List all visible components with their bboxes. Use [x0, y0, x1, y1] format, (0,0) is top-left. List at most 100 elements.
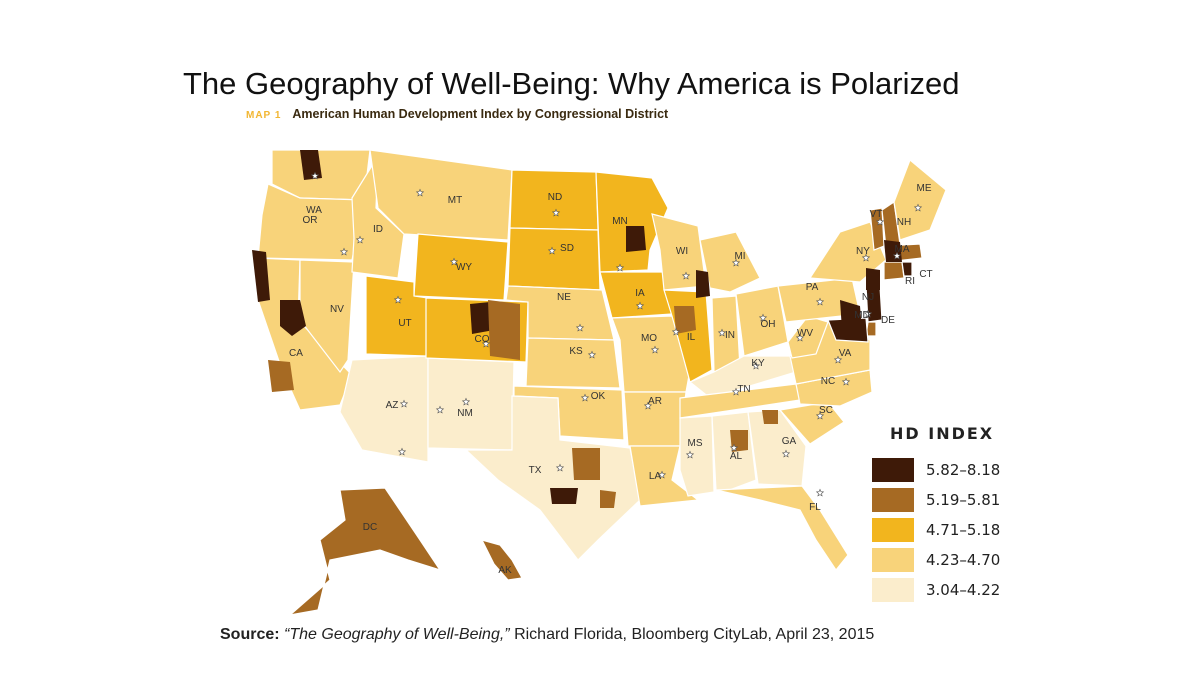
state-label-sd: SD: [560, 243, 574, 254]
state-label-pa: PA: [806, 282, 819, 293]
source-label: Source:: [220, 626, 280, 643]
capital-star-icon: [657, 470, 667, 479]
state-label-sc: SC: [819, 405, 833, 416]
capital-star-icon: [355, 235, 365, 244]
state-label-mn: MN: [612, 216, 628, 227]
state-wi: [651, 213, 707, 291]
source-details: Richard Florida, Bloomberg CityLab, Apri…: [509, 626, 875, 643]
capital-star-icon: [795, 333, 805, 342]
state-label-tn: TN: [737, 384, 750, 395]
state-label-vt: VT: [870, 209, 883, 220]
state-label-mt: MT: [448, 195, 462, 206]
capital-star-icon: [731, 387, 741, 396]
hotspot-denver: [470, 302, 494, 334]
capital-star-icon: [575, 323, 585, 332]
capital-star-icon: [635, 301, 645, 310]
state-label-nc: NC: [821, 376, 835, 387]
legend-swatch: [872, 458, 914, 482]
state-label-ri: CT: [919, 269, 932, 280]
state-fl: [715, 485, 849, 572]
state-label-ga: GA: [782, 436, 797, 447]
capital-star-icon: [555, 463, 565, 472]
state-label-il: IL: [687, 332, 696, 343]
capital-star-icon: [339, 247, 349, 256]
capital-star-icon: [892, 251, 902, 260]
capital-star-icon: [310, 171, 320, 180]
legend-item: 4.71–5.18: [872, 515, 1022, 545]
state-label-id: ID: [373, 224, 383, 235]
hotspot-nyc: [866, 268, 880, 290]
capital-star-icon: [461, 397, 471, 406]
capital-star-icon: [650, 345, 660, 354]
state-ks: [525, 337, 621, 389]
state-label-wi: WI: [676, 246, 688, 257]
capital-star-icon: [841, 377, 851, 386]
state-ri: [901, 261, 913, 277]
capital-star-icon: [815, 297, 825, 306]
state-label-ms: MS: [688, 438, 703, 449]
capital-star-icon: [435, 405, 445, 414]
hotspot-chicago: [696, 270, 710, 298]
hotspot-austin: [550, 488, 578, 504]
state-label-fl: FL: [809, 502, 821, 513]
capital-star-icon: [833, 355, 843, 364]
legend-item: 4.23–4.70: [872, 545, 1022, 575]
state-label-ne: NE: [557, 292, 571, 303]
capital-star-icon: [781, 449, 791, 458]
capital-star-icon: [815, 411, 825, 420]
state-mi: [699, 231, 761, 293]
legend-item: 3.04–4.22: [872, 575, 1022, 605]
capital-star-icon: [861, 253, 871, 262]
state-tx: [464, 395, 641, 561]
state-ca: [257, 257, 353, 411]
source-citation: Source: “The Geography of Well-Being,” R…: [220, 626, 874, 644]
state-label-wv: WV: [797, 328, 813, 339]
state-label-ks: KS: [569, 346, 583, 357]
state-label-ma: MA: [895, 244, 910, 255]
capital-star-icon: [815, 488, 825, 497]
capital-star-icon: [685, 450, 695, 459]
capital-star-icon: [671, 327, 681, 336]
source-title: “The Geography of Well-Being,”: [284, 626, 510, 643]
state-ct: [883, 261, 905, 281]
state-label-hi: AK: [498, 565, 512, 576]
capital-star-icon: [399, 399, 409, 408]
hotspot-colorado: [488, 300, 520, 360]
state-label-la: LA: [649, 471, 662, 482]
state-label-va: VA: [839, 348, 852, 359]
state-ak: [287, 487, 442, 616]
state-label-ky: KY: [751, 358, 765, 369]
legend-swatch: [872, 518, 914, 542]
slide-title: The Geography of Well-Being: Why America…: [183, 66, 960, 101]
state-label-ct: RI: [905, 276, 915, 287]
state-label-ia: IA: [635, 288, 645, 299]
capital-star-icon: [551, 208, 561, 217]
map-caption-text: American Human Development Index by Cong…: [292, 107, 669, 121]
legend-range: 5.19–5.81: [926, 491, 1001, 509]
capital-star-icon: [397, 447, 407, 456]
capital-star-icon: [547, 246, 557, 255]
capital-star-icon: [681, 271, 691, 280]
state-label-md: MD: [854, 310, 870, 321]
legend-swatch: [872, 578, 914, 602]
capital-star-icon: [580, 393, 590, 402]
hotspot-la: [268, 360, 294, 392]
state-wy: [413, 233, 509, 301]
capital-star-icon: [615, 263, 625, 272]
state-ms: [679, 415, 715, 497]
state-label-or: OR: [303, 215, 318, 226]
hotspot-minneapolis: [626, 226, 646, 252]
legend-swatch: [872, 548, 914, 572]
hotspot-dallas: [572, 448, 600, 480]
capital-star-icon: [449, 257, 459, 266]
state-label-tx: TX: [529, 465, 542, 476]
capital-star-icon: [587, 350, 597, 359]
capital-star-icon: [481, 339, 491, 348]
capital-star-icon: [863, 309, 873, 318]
state-label-ar: AR: [648, 396, 662, 407]
state-label-nj: NJ: [862, 292, 874, 303]
capital-star-icon: [729, 443, 739, 452]
state-label-ok: OK: [591, 391, 606, 402]
state-label-oh: OH: [761, 319, 776, 330]
map-caption: MAP 1 American Human Development Index b…: [246, 107, 668, 121]
